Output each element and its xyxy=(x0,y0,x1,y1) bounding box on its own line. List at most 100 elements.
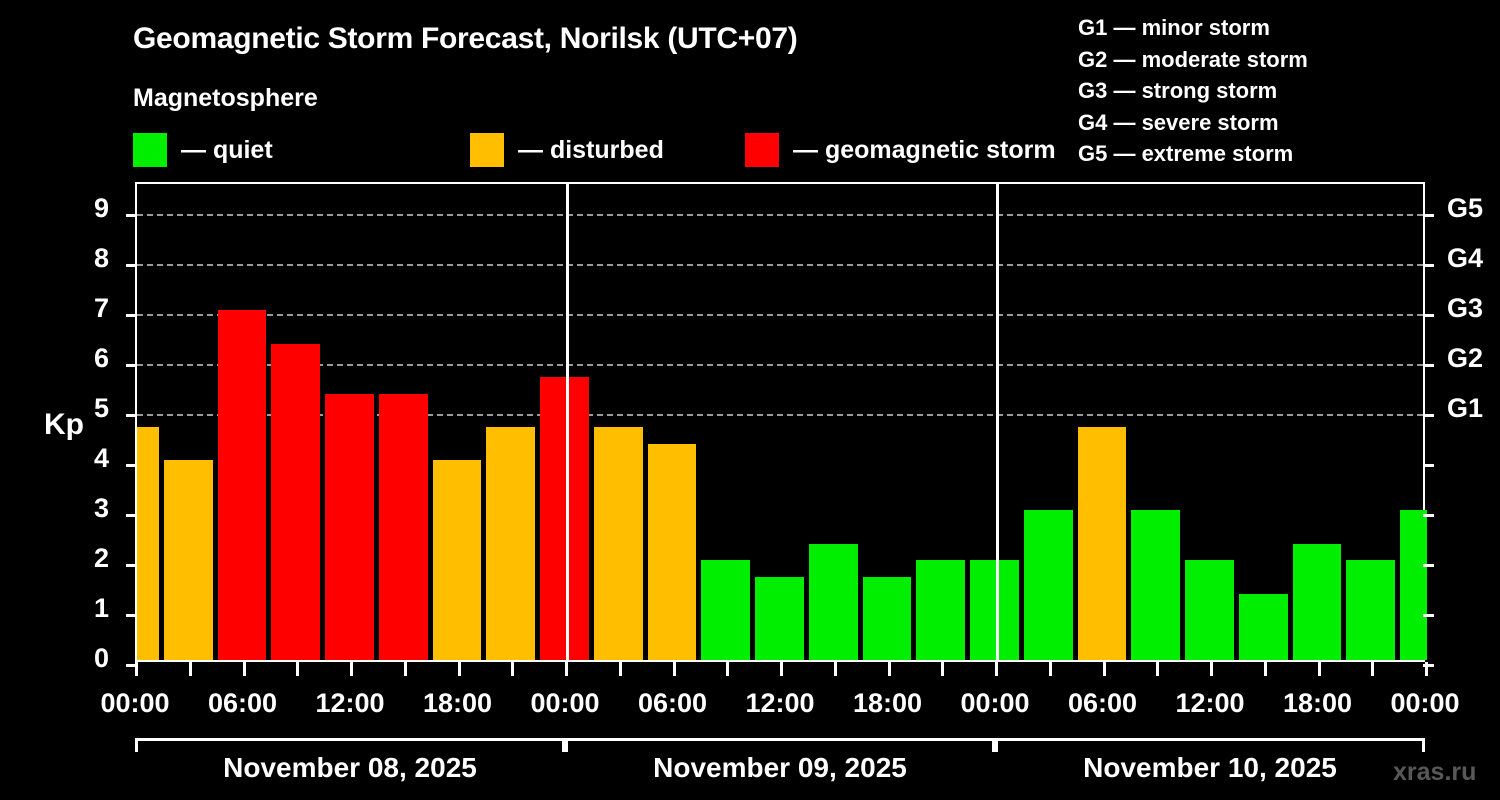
x-tick-23 xyxy=(1371,662,1375,676)
x-tick-22 xyxy=(1317,662,1321,676)
day-label-3: November 10, 2025 xyxy=(1083,752,1337,783)
x-axis-label-4: 00:00 xyxy=(530,688,600,718)
bar xyxy=(217,310,267,660)
bar xyxy=(755,576,804,660)
x-tick-12 xyxy=(780,662,783,676)
day-label-2: November 09, 2025 xyxy=(653,752,907,783)
x-axis-label-12: 00:00 xyxy=(1390,688,1460,718)
y-tick-4 xyxy=(126,464,137,467)
x-tick-3 xyxy=(296,662,300,676)
x-axis-label-6: 12:00 xyxy=(745,688,815,718)
bar xyxy=(862,576,912,660)
x-tick-10 xyxy=(672,662,676,676)
x-axis-label-0: 00:00 xyxy=(100,688,170,718)
x-tick-13 xyxy=(833,662,837,676)
bar xyxy=(970,560,1019,660)
right-tick-kp-7 xyxy=(1423,314,1434,317)
legend-label-quiet: — quiet xyxy=(181,135,273,164)
g-axis-label-G2: G2 xyxy=(1447,343,1484,373)
gscale-line-2: G2 — moderate storm xyxy=(1078,46,1308,72)
page-title: Geomagnetic Storm Forecast, Norilsk (UTC… xyxy=(133,22,798,55)
day-separator-1 xyxy=(565,184,569,660)
gscale-line-3: G3 — strong storm xyxy=(1078,78,1278,103)
y-tick-2 xyxy=(126,564,137,567)
x-tick-24 xyxy=(1425,662,1428,676)
x-axis-label-10: 12:00 xyxy=(1175,688,1245,718)
legend-swatch-quiet-icon xyxy=(133,133,167,167)
y-axis-title: Kp xyxy=(44,408,84,441)
y-axis-label-7: 7 xyxy=(93,293,109,323)
legend-label-storm: — geomagnetic storm xyxy=(793,135,1056,164)
y-axis-label-3: 3 xyxy=(93,493,109,523)
bar xyxy=(1400,510,1427,660)
legend-item-quiet: — quiet xyxy=(133,133,273,167)
bar xyxy=(593,426,643,660)
bar xyxy=(1292,543,1342,660)
bar xyxy=(916,560,966,660)
y-tick-3 xyxy=(126,514,137,517)
bar xyxy=(486,426,536,660)
y-axis-label-1: 1 xyxy=(93,593,109,623)
bar xyxy=(1077,426,1127,660)
right-tick-kp-2 xyxy=(1423,564,1434,567)
x-tick-1 xyxy=(188,662,192,676)
gridline-kp-7 xyxy=(137,314,1423,316)
bar xyxy=(1131,510,1181,660)
bar xyxy=(1023,510,1073,660)
x-tick-7 xyxy=(511,662,515,676)
y-tick-5 xyxy=(126,414,137,417)
legend-item-storm: — geomagnetic storm xyxy=(745,133,1056,167)
watermark: xras.ru xyxy=(1393,758,1477,786)
day-separator-2 xyxy=(995,184,999,660)
x-tick-17 xyxy=(1048,662,1052,676)
y-axis-label-5: 5 xyxy=(93,393,109,423)
y-tick-0 xyxy=(126,664,137,667)
bar xyxy=(1238,593,1288,660)
x-tick-14 xyxy=(887,662,891,676)
bar xyxy=(701,560,751,660)
plot-area xyxy=(126,182,1434,667)
gridline-kp-6 xyxy=(137,364,1423,366)
y-axis-label-4: 4 xyxy=(93,443,109,473)
bar xyxy=(271,343,321,660)
y-axis-label-6: 6 xyxy=(93,343,109,373)
legend-label-disturbed: — disturbed xyxy=(518,135,664,164)
x-tick-11 xyxy=(726,662,730,676)
y-tick-8 xyxy=(126,264,137,267)
x-tick-2 xyxy=(242,662,246,676)
day-range-bar-1 xyxy=(135,738,565,752)
x-tick-0 xyxy=(135,662,138,676)
y-tick-6 xyxy=(126,364,137,367)
x-tick-19 xyxy=(1156,662,1160,676)
bar xyxy=(540,376,589,660)
bar xyxy=(163,460,213,660)
x-axis-label-9: 06:00 xyxy=(1067,688,1138,718)
y-tick-1 xyxy=(126,614,137,617)
g-axis-label-G5: G5 xyxy=(1447,193,1484,223)
right-tick-kp-1 xyxy=(1423,614,1434,617)
legend-swatch-disturbed-icon xyxy=(470,133,504,167)
x-axis-label-5: 06:00 xyxy=(637,688,708,718)
gscale-line-5: G5 — extreme storm xyxy=(1078,141,1294,166)
x-axis-label-11: 18:00 xyxy=(1282,688,1353,718)
right-tick-kp-5 xyxy=(1423,414,1434,417)
bar xyxy=(1346,560,1396,660)
x-axis-label-8: 00:00 xyxy=(960,688,1030,718)
bar xyxy=(1185,560,1234,660)
g-scale-legend: G1 — minor storm G2 — moderate storm G3 — … xyxy=(1078,12,1308,170)
y-tick-7 xyxy=(126,314,137,317)
bar xyxy=(432,460,482,660)
g-axis-label-G4: G4 xyxy=(1447,243,1484,273)
chart-subtitle: Magnetosphere xyxy=(133,84,318,112)
gridline-kp-5 xyxy=(137,414,1423,416)
bar xyxy=(378,393,428,660)
y-axis-label-8: 8 xyxy=(93,243,109,273)
x-tick-18 xyxy=(1102,662,1106,676)
bar xyxy=(808,543,858,660)
x-tick-20 xyxy=(1210,662,1213,676)
y-axis-label-2: 2 xyxy=(93,543,109,573)
y-axis-label-9: 9 xyxy=(93,193,109,223)
right-tick-kp-6 xyxy=(1423,364,1434,367)
bar-series xyxy=(137,184,1427,660)
